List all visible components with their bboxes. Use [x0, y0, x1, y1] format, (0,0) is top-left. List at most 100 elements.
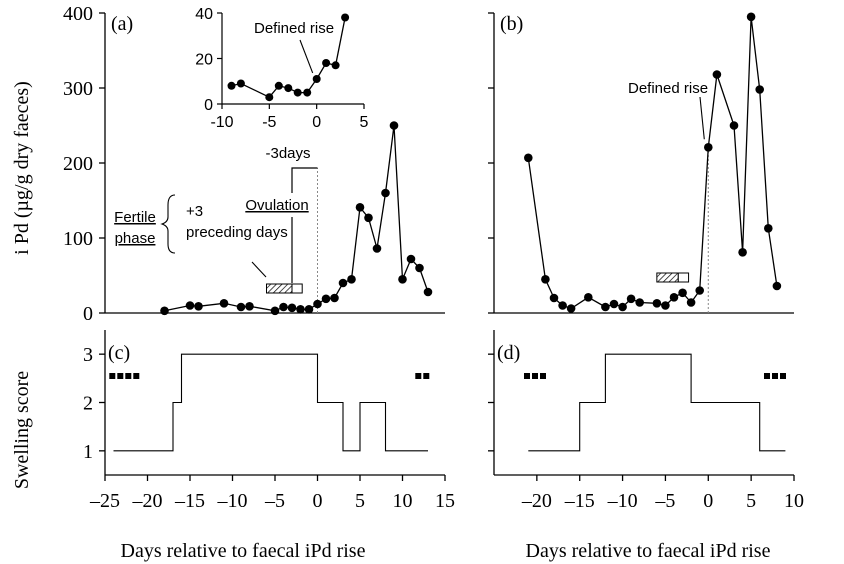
panel-b-data-point	[772, 281, 782, 291]
panel-c-y-tick-label: 3	[83, 344, 93, 366]
inset-defined-rise-pointer	[299, 39, 314, 74]
panel-a-y-tick-label: 0	[83, 303, 93, 325]
panel-a-data-point	[219, 299, 229, 308]
panel-c-status-marker	[133, 373, 140, 379]
panel-b-data-point	[566, 304, 576, 313]
panel-c-x-tick-label: 10	[393, 490, 413, 512]
panel-b-data-point	[541, 275, 550, 284]
panel-b-data-point	[609, 299, 619, 309]
y-axis-title-ipd: i Pd (µg/g dry faeces)	[11, 81, 33, 255]
panel-c-y-tick-label: 2	[83, 393, 93, 415]
preceding-days-line2: preceding days	[186, 224, 288, 241]
inset-data-point	[322, 59, 331, 67]
panel-c-x-tick-label: –5	[264, 490, 285, 512]
panel-a-data-point	[304, 305, 314, 314]
panel-b-data-point	[661, 301, 670, 310]
panel-c-swelling-line	[113, 353, 428, 452]
inset-data-point	[236, 79, 245, 88]
inset-x-tick-label: -5	[262, 114, 276, 131]
panel-c-x-tick-label: 15	[435, 490, 455, 512]
panel-b-data-point	[764, 224, 773, 233]
panel-b-data-point	[626, 294, 636, 304]
x-axis-title-right: Days relative to faecal iPd rise	[526, 540, 771, 562]
panel-a-data-point	[364, 213, 373, 223]
panel-a-data-point	[338, 278, 348, 288]
inset-x-tick-label: 0	[312, 114, 321, 131]
panel-d-x-tick-label: 10	[784, 490, 804, 512]
panel-a-data-point	[381, 188, 390, 198]
panel-a-data-point	[347, 275, 356, 284]
panel-a-fertile-hatched-bar	[266, 283, 293, 294]
panel-c-status-marker	[117, 373, 124, 379]
inset-data-point	[265, 93, 274, 102]
panel-a-y-tick-label: 300	[63, 78, 93, 100]
panel-b-data-point	[652, 299, 662, 308]
panel-a-minus3-bracket	[291, 167, 318, 193]
panel-b-defined-rise-pointer	[699, 96, 705, 140]
panel-b-data-point	[678, 288, 687, 298]
panel-label-d: (d)	[497, 342, 520, 364]
ovulation-label: Ovulation	[245, 197, 308, 214]
panel-b-data-point	[746, 12, 756, 22]
inset-data-point	[293, 88, 302, 97]
panel-b-fertile-open-bar	[677, 272, 690, 283]
panel-a-fertile-open-bar	[291, 283, 303, 294]
panel-c-x-tick-label: 5	[355, 490, 365, 512]
panel-label-c: (c)	[108, 342, 130, 364]
panel-d-x-tick-label: –20	[521, 490, 552, 512]
inset-data-point	[331, 61, 340, 70]
panel-a-data-point	[415, 263, 424, 273]
inset-y-tick-label: 20	[195, 52, 213, 69]
panel-b-data-point	[549, 293, 559, 303]
panel-c-status-marker	[423, 373, 430, 379]
panel-d-x-tick-label: –10	[607, 490, 638, 512]
panel-a-data-point	[194, 302, 203, 311]
panel-c-x-tick-label: –10	[217, 490, 248, 512]
inset-x-tick-label: -10	[210, 114, 233, 131]
panel-d-x-tick-label: 0	[703, 490, 713, 512]
inset-data-point	[312, 75, 321, 83]
panel-a-data-point	[287, 303, 297, 313]
inset-data-point	[227, 81, 236, 90]
panel-b-data-point	[558, 301, 567, 310]
panel-a-data-point	[160, 306, 169, 316]
panel-a-data-point	[398, 275, 407, 284]
panel-d-x-tick-label: –15	[564, 490, 595, 512]
panel-b-data-point	[712, 70, 722, 79]
minus-3-days-label: -3days	[265, 145, 310, 162]
panel-b-data-point	[618, 302, 627, 312]
panel-c-x-tick-label: –25	[89, 490, 120, 512]
panel-b-data-point	[729, 121, 739, 130]
panel-d-x-tick-label: 5	[746, 490, 756, 512]
panel-a-data-point	[279, 302, 288, 312]
panel-d-status-marker	[540, 373, 546, 379]
inset-data-point	[284, 84, 293, 93]
inset-data-point	[303, 88, 312, 97]
fertile-brace	[160, 194, 176, 254]
panel-c-x-tick-label: –15	[174, 490, 205, 512]
panel-a-data-point	[185, 301, 195, 310]
panel-a-data-point	[321, 294, 331, 304]
panel-b-data-point	[695, 286, 704, 295]
panel-d-x-tick-label: –5	[654, 490, 675, 512]
panel-b-data-point	[738, 248, 747, 257]
fertile-label-line2: phase	[115, 230, 156, 247]
panel-b-data-point	[584, 293, 593, 302]
panel-b-defined-rise-label: Defined rise	[628, 80, 708, 97]
panel-a-data-point	[406, 254, 416, 264]
panel-d-status-marker	[780, 373, 786, 379]
panel-c-x-tick-label: –20	[132, 490, 163, 512]
panel-d-status-marker	[524, 373, 530, 379]
inset-x-tick-label: 5	[360, 114, 369, 131]
panel-b-data-point	[635, 298, 644, 307]
panel-b-data-point	[524, 153, 533, 163]
panel-b-data-point	[755, 85, 764, 94]
panel-a-preceding-pointer	[251, 261, 267, 278]
panel-c-y-tick-label: 1	[83, 441, 93, 463]
panel-b-data-point	[704, 143, 713, 152]
panel-a-inset-plot: 0 20 40 -10 -5 0 5	[195, 6, 368, 131]
inset-data-point	[341, 13, 350, 22]
panel-d-status-marker	[532, 373, 538, 379]
